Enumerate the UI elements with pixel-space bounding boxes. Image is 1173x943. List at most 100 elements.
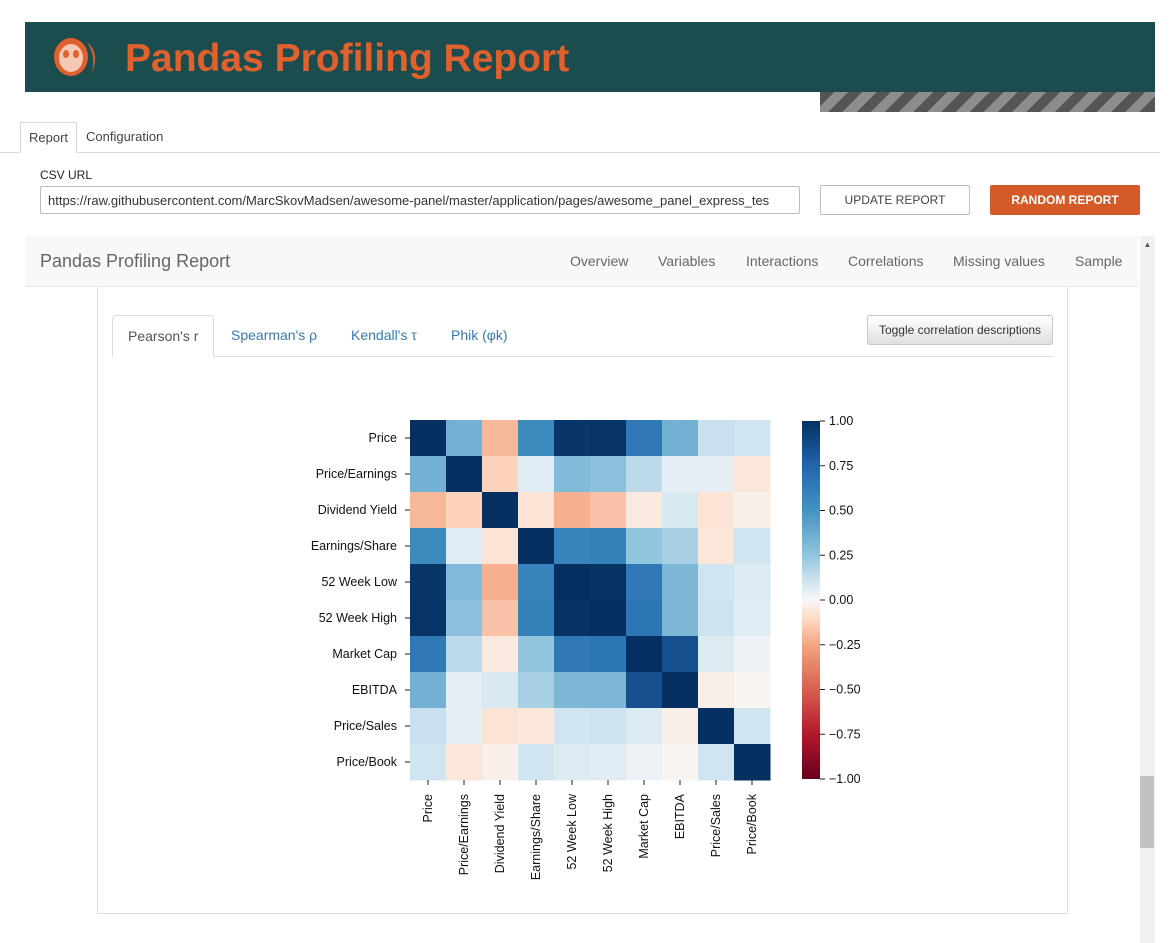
heatmap-cell	[482, 672, 519, 709]
tab-spearman[interactable]: Spearman's ρ	[231, 327, 318, 343]
heatmap-cell	[698, 744, 735, 781]
nav-missing-values[interactable]: Missing values	[953, 253, 1045, 269]
heatmap-cell	[446, 456, 483, 493]
heatmap-cell	[482, 708, 519, 745]
toggle-correlation-descriptions-button[interactable]: Toggle correlation descriptions	[867, 315, 1053, 345]
heatmap-cell	[626, 492, 663, 529]
heatmap-cell	[626, 708, 663, 745]
heatmap-cell	[662, 564, 699, 601]
heatmap-cell	[410, 672, 447, 709]
colorbar-tick-label: 0.00	[829, 593, 853, 607]
y-tick-label: 52 Week High	[319, 611, 397, 625]
x-tick-label: Market Cap	[637, 794, 651, 859]
heatmap-cell	[446, 564, 483, 601]
colorbar-tick-label: −1.00	[829, 772, 861, 786]
heatmap-cell	[734, 564, 771, 601]
heatmap-cell	[662, 420, 699, 457]
nav-variables[interactable]: Variables	[658, 253, 716, 269]
heatmap-cell	[626, 636, 663, 673]
heatmap-cell	[410, 528, 447, 565]
heatmap-cell	[662, 528, 699, 565]
heatmap-cell	[410, 492, 447, 529]
app-header: Pandas Profiling Report	[25, 22, 1155, 92]
heatmap-cell	[734, 708, 771, 745]
scroll-up-arrow-icon[interactable]: ▲	[1143, 240, 1152, 249]
nav-interactions[interactable]: Interactions	[746, 253, 819, 269]
heatmap-cell	[698, 600, 735, 637]
scrollbar-track[interactable]	[1140, 236, 1155, 943]
heatmap-cell	[518, 420, 555, 457]
colorbar-tick-label: 0.75	[829, 459, 853, 473]
x-tick-label: Price/Earnings	[457, 794, 471, 875]
heatmap-cell	[662, 600, 699, 637]
report-brand[interactable]: Pandas Profiling Report	[40, 251, 231, 271]
y-tick-label: Market Cap	[332, 647, 397, 661]
heatmap-cell	[734, 492, 771, 529]
heatmap-cell	[662, 636, 699, 673]
colorbar	[802, 421, 820, 779]
nav-sample[interactable]: Sample	[1075, 253, 1123, 269]
x-tick-label: 52 Week Low	[565, 793, 579, 869]
heatmap-cell	[626, 528, 663, 565]
tab-report[interactable]: Report	[20, 122, 78, 153]
nav-overview[interactable]: Overview	[570, 253, 629, 269]
heatmap-cell	[410, 708, 447, 745]
heatmap-cell	[626, 420, 663, 457]
heatmap-cell	[698, 528, 735, 565]
y-tick-label: Price/Book	[337, 755, 398, 769]
tab-kendall[interactable]: Kendall's τ	[351, 327, 417, 343]
heatmap-cell	[662, 744, 699, 781]
heatmap-cell	[446, 744, 483, 781]
heatmap-cell	[482, 420, 519, 457]
scrollbar-thumb[interactable]	[1140, 776, 1154, 848]
heatmap-cell	[698, 636, 735, 673]
report-navbar: Pandas Profiling Report Overview Variabl…	[25, 236, 1138, 287]
heatmap-cell	[698, 564, 735, 601]
heatmap-cells	[410, 420, 771, 781]
top-tab-bar: Report Configuration	[0, 122, 1160, 153]
tab-configuration[interactable]: Configuration	[86, 129, 164, 144]
heatmap-cell	[410, 744, 447, 781]
colorbar-tick-label: −0.75	[829, 727, 861, 741]
update-report-button[interactable]: UPDATE REPORT	[820, 185, 970, 215]
heatmap-cell	[446, 420, 483, 457]
heatmap-cell	[590, 636, 627, 673]
heatmap-cell	[446, 672, 483, 709]
x-tick-label: EBITDA	[673, 793, 687, 839]
heatmap-cell	[626, 744, 663, 781]
heatmap-cell	[590, 744, 627, 781]
heatmap-cell	[554, 636, 591, 673]
heatmap-cell	[734, 456, 771, 493]
heatmap-cell	[518, 744, 555, 781]
heatmap-cell	[518, 636, 555, 673]
heatmap-cell	[482, 528, 519, 565]
heatmap-cell	[734, 672, 771, 709]
nav-correlations[interactable]: Correlations	[848, 253, 924, 269]
heatmap-cell	[518, 528, 555, 565]
y-tick-label: 52 Week Low	[321, 575, 397, 589]
heatmap-cell	[518, 564, 555, 601]
heatmap-cell	[518, 600, 555, 637]
correlation-tabs: Pearson's r Spearman's ρ Kendall's τ Phi…	[112, 315, 1052, 357]
heatmap-cell	[482, 456, 519, 493]
heatmap-cell	[482, 564, 519, 601]
random-report-button[interactable]: RANDOM REPORT	[990, 185, 1140, 215]
y-tick-label: Price/Earnings	[316, 467, 397, 481]
heatmap-cell	[446, 636, 483, 673]
x-tick-label: Price	[421, 794, 435, 823]
heatmap-cell	[734, 600, 771, 637]
tab-phik[interactable]: Phik (φk)	[451, 327, 508, 343]
heatmap-cell	[554, 564, 591, 601]
pandas-logo-icon	[54, 38, 96, 76]
csv-url-label: CSV URL	[40, 168, 93, 182]
heatmap-cell	[554, 672, 591, 709]
x-tick-label: Price/Book	[745, 793, 759, 854]
heatmap-cell	[554, 528, 591, 565]
heatmap-cell	[590, 492, 627, 529]
colorbar-tick-label: −0.25	[829, 638, 861, 652]
csv-url-input[interactable]	[40, 186, 800, 214]
heatmap-cell	[446, 492, 483, 529]
heatmap-cell	[626, 564, 663, 601]
tab-pearson[interactable]: Pearson's r	[112, 315, 215, 357]
